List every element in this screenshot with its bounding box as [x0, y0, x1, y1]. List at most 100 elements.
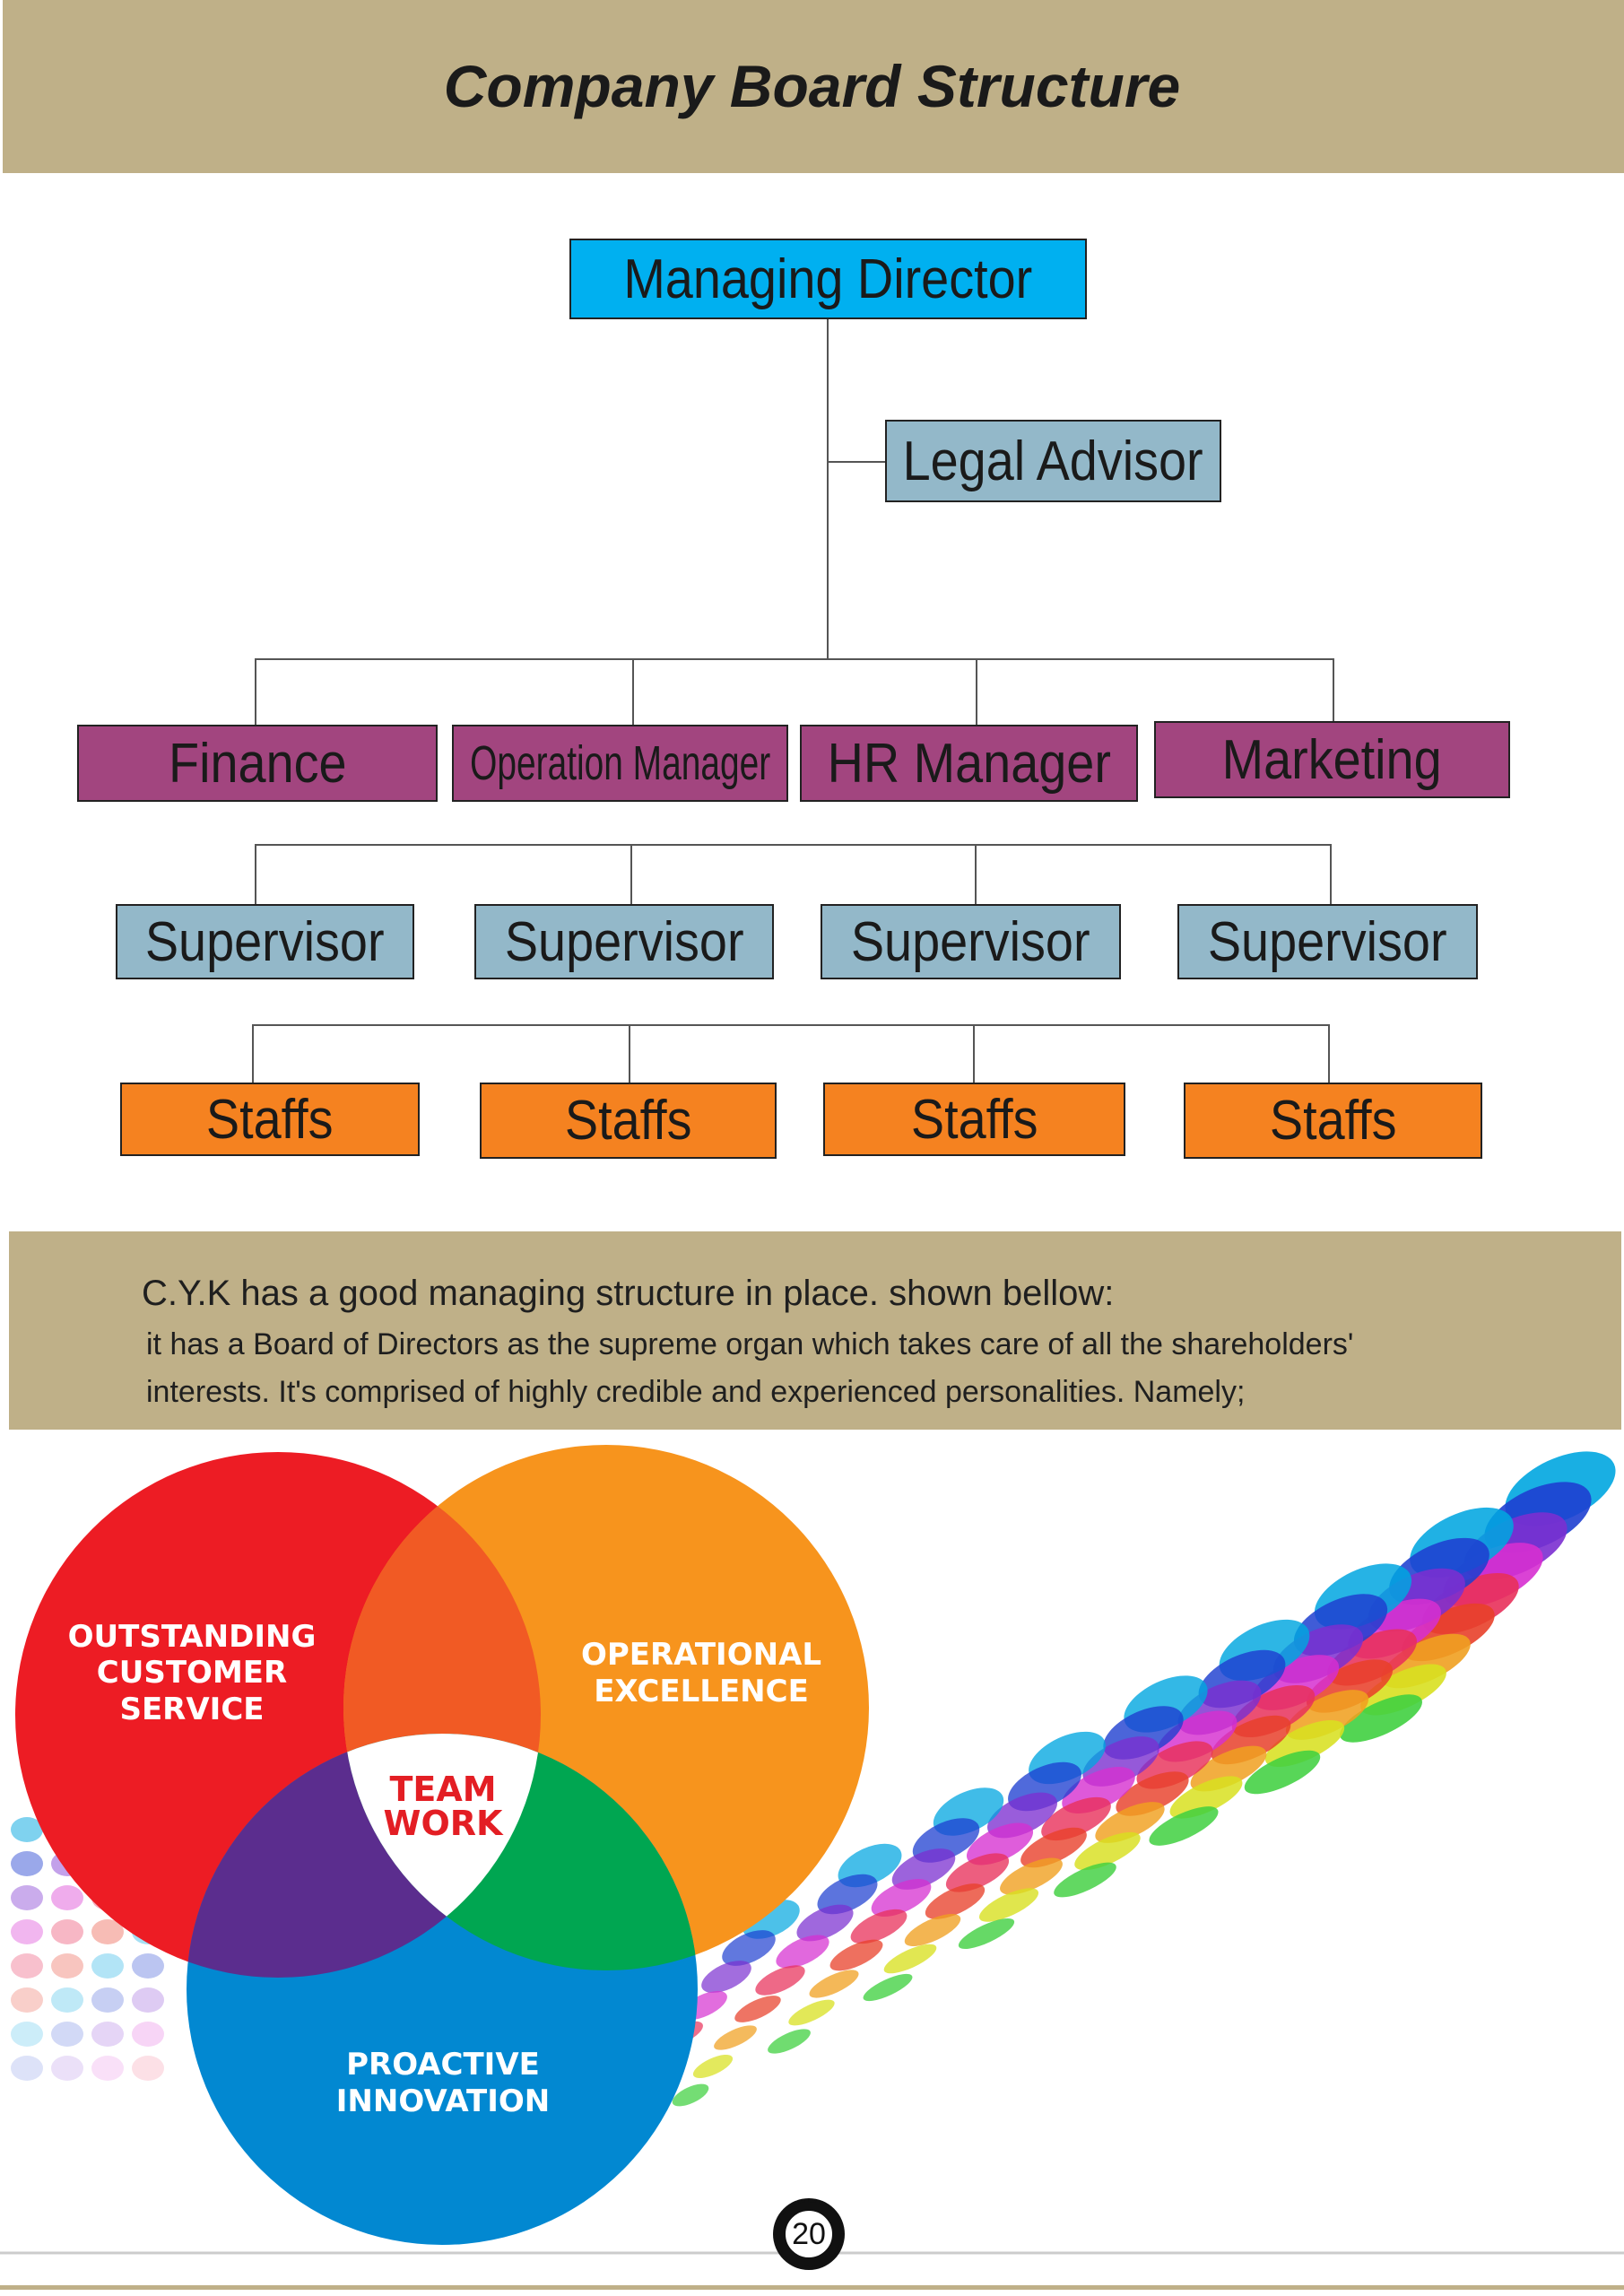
connector [252, 1024, 1330, 1026]
decorative-dot [1149, 1806, 1219, 1846]
box-label: Staffs [1269, 1090, 1397, 1152]
decorative-dot [829, 1939, 883, 1971]
staffs-box: Staffs [120, 1083, 420, 1156]
decorative-dot [883, 1944, 937, 1974]
venn-label-red: SERVICE [119, 1692, 264, 1727]
decorative-dot [11, 2056, 43, 2081]
box-label: Supervisor [145, 910, 385, 973]
supervisor-box: Supervisor [474, 904, 774, 979]
decorative-dot [966, 1822, 1034, 1866]
page-title-text: Company Board Structure [443, 53, 1181, 119]
box-label: Supervisor [504, 910, 744, 973]
decorative-dot [11, 1885, 43, 1910]
decorative-dot [51, 2022, 83, 2047]
venn-overlap-orange-blue [343, 1734, 698, 1970]
staffs-box: Staffs [480, 1083, 777, 1159]
intro-banner [9, 1231, 1621, 1430]
decorative-dot [1169, 1776, 1243, 1819]
decorative-dot [1020, 1827, 1087, 1868]
decorative-dot [672, 2083, 709, 2107]
venn-label-blue: INNOVATION [336, 2083, 550, 2119]
box-label: Marketing [1222, 728, 1442, 791]
decorative-dot [1041, 1796, 1111, 1841]
decorative-dot [91, 2022, 124, 2047]
decorative-dot [11, 1953, 43, 1979]
decorative-dot [51, 1919, 83, 1944]
decorative-dot [91, 2056, 124, 2081]
venn-label-red: OUTSTANDING [68, 1619, 317, 1655]
intro-line-2: it has a Board of Directors as the supre… [146, 1327, 1354, 1361]
gear-icon: 20 [784, 2209, 834, 2259]
connector [1333, 658, 1334, 725]
decorative-dot [132, 2056, 164, 2081]
box-label: Staffs [564, 1090, 692, 1152]
decorative-dot [722, 1930, 776, 1966]
department-box-hr: HR Manager [800, 725, 1138, 802]
decorative-dot [1095, 1802, 1165, 1843]
decorative-dot [1000, 1857, 1063, 1895]
decorative-dot [11, 1987, 43, 2013]
connector [1328, 1024, 1330, 1083]
decorative-dot [958, 1918, 1015, 1949]
connector [973, 1024, 975, 1083]
page-number-badge: 20 [773, 2198, 845, 2270]
connector [976, 658, 977, 725]
connector [252, 1024, 254, 1083]
decorative-dot [850, 1909, 908, 1944]
supervisor-box: Supervisor [821, 904, 1121, 979]
box-label: Legal Advisor [902, 430, 1204, 492]
connector [1330, 844, 1332, 904]
box-label: Finance [168, 732, 347, 795]
decorative-dot [1074, 1831, 1141, 1871]
supervisor-box: Supervisor [116, 904, 414, 979]
decorative-dot [978, 1888, 1039, 1922]
connector [629, 1024, 630, 1083]
box-label: Staffs [206, 1088, 334, 1151]
decorative-dot [891, 1848, 956, 1890]
decorative-dot [11, 1851, 43, 1876]
footer-olive-rule [0, 2285, 1624, 2290]
legal-advisor-box: Legal Advisor [885, 420, 1221, 502]
connector [630, 844, 632, 904]
decorative-dot [776, 1935, 829, 1969]
title-banner [3, 0, 1624, 173]
decorative-dot [734, 1996, 781, 2022]
decorative-dot [51, 1953, 83, 1979]
decorative-dot [11, 1817, 43, 1842]
decorative-dots [11, 1451, 1616, 2160]
decorative-dot [714, 2025, 757, 2050]
department-box-operation: Operation Manager [452, 725, 788, 802]
decorative-dot [11, 2022, 43, 2047]
decorative-dot [768, 2029, 811, 2054]
decorative-dot [132, 1987, 164, 2013]
department-box-marketing: Marketing [1154, 721, 1510, 798]
venn-label-orange: OPERATIONAL [581, 1637, 821, 1673]
connector [255, 844, 256, 904]
decorative-dot [692, 2054, 734, 2079]
connector [255, 844, 1331, 846]
venn-label-orange: EXCELLENCE [594, 1674, 809, 1709]
decorative-dot [925, 1883, 986, 1919]
venn-label-blue: PROACTIVE [346, 2047, 540, 2083]
decorative-dot [1054, 1862, 1116, 1898]
decorative-dot [1190, 1745, 1267, 1792]
decorative-dot [863, 1973, 913, 2002]
decorative-dot [51, 2056, 83, 2081]
box-label: Supervisor [851, 910, 1090, 973]
connector [975, 844, 977, 904]
managing-director-box: Managing Director [569, 239, 1087, 319]
decorative-dot [91, 1987, 124, 2013]
department-box-finance: Finance [77, 725, 438, 802]
connector [632, 658, 634, 725]
decorative-dot [91, 1953, 124, 1979]
venn-overlap-red-blue [187, 1734, 541, 1978]
box-label: Staffs [910, 1088, 1038, 1151]
page-title: Company Board Structure [0, 0, 1624, 173]
decorative-dot [1244, 1750, 1321, 1795]
connector [255, 658, 256, 725]
box-label: Supervisor [1208, 910, 1447, 973]
box-label: Managing Director [623, 248, 1033, 310]
decorative-dot [91, 1919, 124, 1944]
intro-line-3: interests. It's comprised of highly cred… [146, 1375, 1246, 1409]
venn-label-center: TEAM [389, 1770, 496, 1809]
